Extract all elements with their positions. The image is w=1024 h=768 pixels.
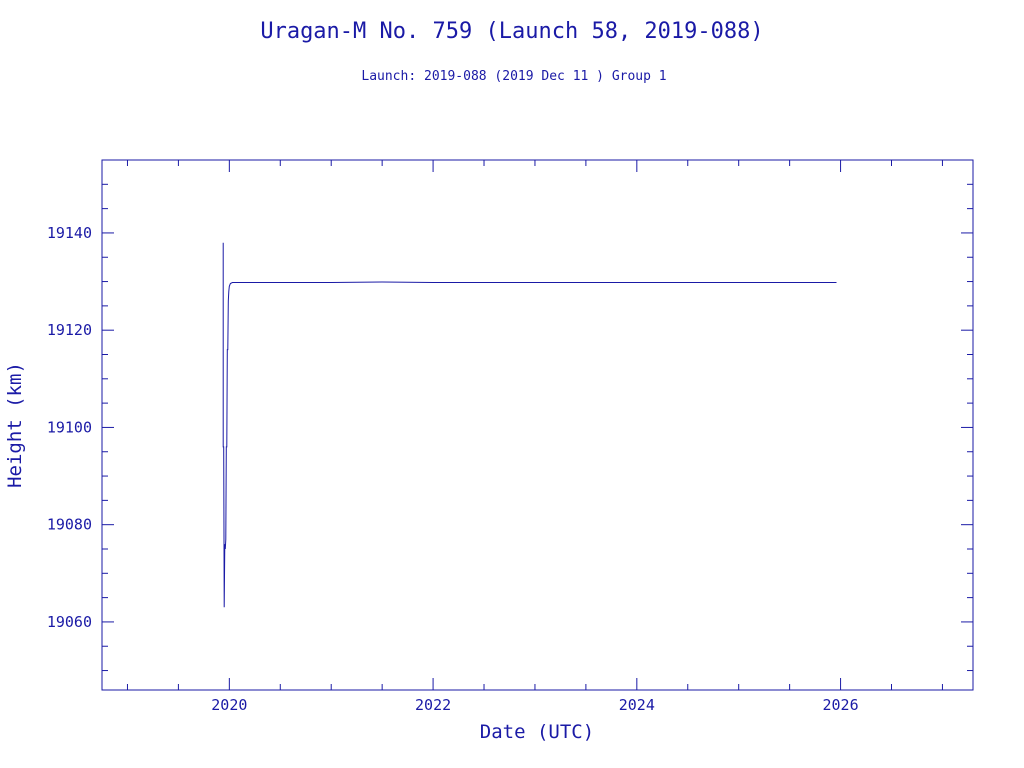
chart-subtitle: Launch: 2019-088 (2019 Dec 11 ) Group 1	[361, 69, 666, 84]
y-tick-label: 19100	[47, 418, 92, 436]
y-tick-label: 19080	[47, 516, 92, 534]
height-series-line	[222, 242, 837, 608]
plot-frame	[101, 159, 974, 691]
chart-title: Uragan-M No. 759 (Launch 58, 2019-088)	[260, 19, 763, 44]
x-tick-label: 2026	[823, 696, 859, 714]
y-tick-label: 19140	[47, 224, 92, 242]
x-tick-label: 2024	[619, 696, 655, 714]
y-tick-label: 19060	[47, 613, 92, 631]
axis-ticks	[102, 159, 973, 690]
y-tick-label: 19120	[47, 321, 92, 339]
tick-labels: 2020 2022 2024 2026 19060 19080 19100 19120 1914…	[47, 224, 859, 714]
x-tick-label: 2022	[415, 696, 451, 714]
x-axis-label: Date (UTC)	[480, 721, 594, 743]
y-axis-label: Height (km)	[4, 362, 26, 488]
x-tick-label: 2020	[211, 696, 247, 714]
series-layer	[222, 242, 837, 608]
